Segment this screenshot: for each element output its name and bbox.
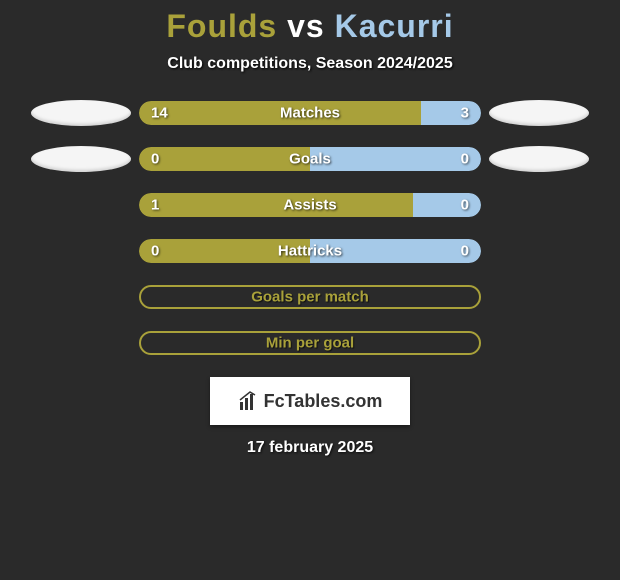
- bar-right-segment: [310, 147, 481, 171]
- left-value: 14: [151, 105, 168, 122]
- right-value: 3: [461, 105, 469, 122]
- stat-bar: Goals per match: [139, 285, 481, 309]
- bar-left-segment: [139, 101, 421, 125]
- stat-row: Goals per match: [0, 285, 620, 309]
- title: Foulds vs Kacurri: [0, 8, 620, 45]
- stat-bar: 00Goals: [139, 147, 481, 171]
- player1-oval: [31, 100, 131, 126]
- left-value: 1: [151, 197, 159, 214]
- player2-oval: [489, 146, 589, 172]
- left-value: 0: [151, 243, 159, 260]
- stat-label: Min per goal: [266, 335, 354, 352]
- player1-name: Foulds: [166, 8, 277, 44]
- comparison-card: Foulds vs Kacurri Club competitions, Sea…: [0, 0, 620, 580]
- stat-bar: 143Matches: [139, 101, 481, 125]
- fctables-logo: FcTables.com: [210, 377, 410, 425]
- bar-right-segment: [421, 101, 481, 125]
- stat-row: 143Matches: [0, 101, 620, 125]
- stat-row: 10Assists: [0, 193, 620, 217]
- right-value: 0: [461, 243, 469, 260]
- stat-bar: Min per goal: [139, 331, 481, 355]
- stat-row: 00Hattricks: [0, 239, 620, 263]
- player2-oval: [489, 100, 589, 126]
- chart-icon: [238, 390, 260, 412]
- bar-left-segment: [139, 193, 413, 217]
- player2-name: Kacurri: [335, 8, 454, 44]
- right-value: 0: [461, 197, 469, 214]
- stat-bar: 10Assists: [139, 193, 481, 217]
- player1-oval: [31, 146, 131, 172]
- date-text: 17 february 2025: [0, 439, 620, 457]
- vs-text: vs: [287, 8, 325, 44]
- right-value: 0: [461, 151, 469, 168]
- bar-right-segment: [310, 239, 481, 263]
- stat-bar: 00Hattricks: [139, 239, 481, 263]
- bar-right-segment: [413, 193, 481, 217]
- bar-left-segment: [139, 239, 310, 263]
- subtitle: Club competitions, Season 2024/2025: [0, 55, 620, 73]
- logo-text: FcTables.com: [264, 391, 383, 412]
- stat-row: 00Goals: [0, 147, 620, 171]
- stat-row: Min per goal: [0, 331, 620, 355]
- stat-label: Goals per match: [251, 289, 369, 306]
- left-value: 0: [151, 151, 159, 168]
- stat-rows: 143Matches00Goals10Assists00HattricksGoa…: [0, 101, 620, 355]
- bar-left-segment: [139, 147, 310, 171]
